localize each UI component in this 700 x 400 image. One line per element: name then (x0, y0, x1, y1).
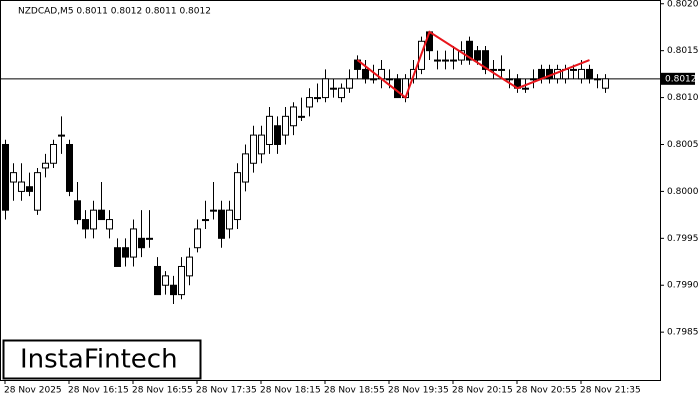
candle-body (170, 284, 177, 296)
last-price-label: 0.8012 (665, 74, 697, 84)
candle-body (234, 172, 241, 221)
candle-body (346, 78, 353, 89)
candle-body (194, 228, 201, 249)
candle-body (394, 78, 401, 99)
chart-title: NZDCAD,M5 0.8011 0.8012 0.8011 0.8012 (18, 7, 211, 17)
candle-body (282, 115, 289, 136)
candle-body (138, 237, 145, 249)
candle-body (274, 125, 281, 145)
candle-body (306, 97, 313, 108)
candle-body (258, 134, 265, 155)
candle-body (114, 247, 121, 267)
x-tick-label: 28 Nov 16:15 (68, 386, 129, 396)
x-tick-label: 28 Nov 16:55 (132, 386, 193, 396)
candle-body (530, 78, 537, 81)
candle-body (522, 87, 529, 90)
candle-body (498, 68, 505, 71)
candle-body (154, 265, 161, 296)
candle-body (370, 78, 377, 81)
x-tick-label: 28 Nov 18:55 (324, 386, 385, 396)
candle-body (266, 115, 273, 145)
candle-body (10, 172, 17, 183)
logo: InstaFintech (20, 345, 178, 375)
x-tick-label: 28 Nov 20:15 (452, 386, 513, 396)
candle-body (226, 209, 233, 230)
candle-body (66, 143, 73, 192)
candle-body (210, 209, 217, 212)
candle-body (186, 256, 193, 277)
y-tick-label: 0.8010 (667, 93, 699, 103)
candle-body (442, 59, 449, 62)
candle-body (178, 265, 185, 296)
candle-body (130, 228, 137, 258)
pattern-line (356, 30, 590, 100)
y-tick-label: 0.8005 (667, 140, 699, 150)
x-tick-label: 28 Nov 20:55 (516, 386, 577, 396)
candle-body (202, 219, 209, 222)
last-price-box (661, 72, 695, 85)
candle-body (434, 59, 441, 62)
candle-body (450, 59, 457, 62)
y-tick-label: 0.8000 (667, 187, 699, 197)
candle-body (602, 78, 609, 89)
candle-body (18, 181, 25, 192)
candle-body (490, 68, 497, 71)
x-tick-label: 28 Nov 19:35 (388, 386, 449, 396)
logo-box (2, 339, 202, 380)
candle-body (506, 78, 513, 81)
candle-body (330, 87, 337, 90)
candle-body (386, 78, 393, 81)
candle-body (242, 153, 249, 183)
candle-body (122, 247, 129, 258)
candle-body (298, 115, 305, 118)
candle-body (74, 200, 81, 221)
candle-body (338, 87, 345, 99)
candle-body (362, 68, 369, 80)
candle-body (2, 143, 9, 211)
candle-body (218, 209, 225, 239)
y-tick-label: 0.8020 (667, 0, 699, 9)
plot-frame (0, 0, 661, 381)
candle-body (250, 134, 257, 164)
y-tick-label: 0.8015 (667, 46, 699, 56)
y-tick-label: 0.7985 (667, 328, 699, 338)
candle-body (594, 78, 601, 81)
candle-body (42, 162, 49, 169)
candle-body (146, 237, 153, 240)
candle-body (322, 78, 329, 99)
y-tick-label: 0.7995 (667, 234, 699, 244)
candle-body (82, 219, 89, 230)
candle-body (586, 68, 593, 80)
candle-body (162, 275, 169, 286)
candle-body (58, 134, 65, 137)
candle-body (290, 106, 297, 127)
x-tick-label: 28 Nov 17:35 (196, 386, 257, 396)
candle-body (26, 186, 33, 192)
candle-body (314, 97, 321, 100)
y-tick-label: 0.7990 (667, 281, 699, 291)
candle-body (106, 219, 113, 230)
x-tick-label: 28 Nov 18:15 (260, 386, 321, 396)
x-tick-label: 28 Nov 21:35 (580, 386, 641, 396)
candle-body (90, 209, 97, 230)
x-tick-label: 28 Nov 2025 (4, 386, 62, 396)
candle-body (578, 68, 585, 80)
candle-body (50, 143, 57, 164)
candle-body (474, 50, 481, 61)
candle-body (98, 209, 105, 221)
candle-body (482, 50, 489, 70)
candle-body (570, 68, 577, 71)
candle-body (34, 172, 41, 211)
candle-body (466, 40, 473, 61)
